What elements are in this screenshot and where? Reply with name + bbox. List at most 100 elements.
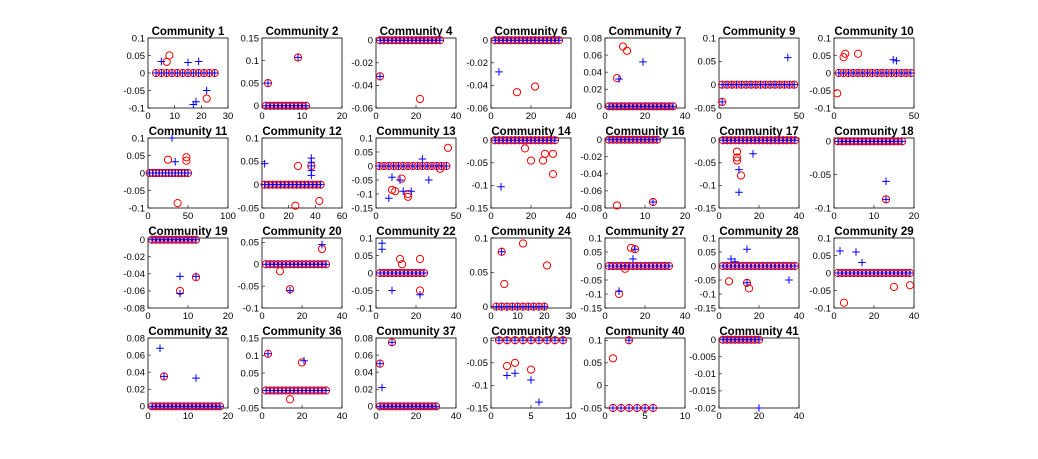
subplot-11: Community 140 20 400-0.05-0.1-0.15 [466,126,576,222]
y-tick-label: 0.05 [355,147,374,158]
y-tick-label: 0 [368,36,373,47]
y-tick-label: -0.05 [123,86,145,97]
red-circle-point [403,192,413,201]
blue-cross-point [540,302,549,311]
y-tick-label: 0.08 [584,33,603,44]
x-tick-label: 20 [223,311,234,322]
y-tick-label: 0 [254,260,259,271]
axes-frame [718,37,800,109]
red-circle-point [163,155,173,164]
blue-cross-point [407,187,415,195]
blue-cross-point [318,240,326,249]
x-tick-label: 20 [283,211,294,222]
y-tick-label: 0.1 [132,133,145,144]
blue-cross-point [906,269,914,277]
y-tick-label: -0.05 [694,158,716,169]
blue-cross-point [192,235,200,244]
y-tick-label: 0 [597,135,602,146]
subplot-title: Community 37 [376,326,455,338]
x-tick-label: 0 [831,111,836,122]
x-tick-label: 40 [451,411,462,422]
y-tick-label: -0.05 [123,186,145,197]
x-tick-label: 40 [451,311,462,322]
y-tick-label: -0.05 [580,403,602,414]
blue-cross-point [617,404,625,412]
blue-cross-point [216,402,224,411]
red-circle-point [732,147,742,156]
y-tick-label: -0.02 [351,58,373,69]
red-circle-point [736,171,746,180]
y-tick-label: -0.1 [472,381,488,392]
blue-cross-point [791,136,799,145]
blue-cross-point [378,245,386,253]
blue-cross-point [376,72,384,81]
red-circle-point [612,74,622,83]
y-tick-label: 0.05 [470,268,489,279]
y-tick-label: 0.02 [127,385,146,396]
y-tick-label: 0.1 [360,233,373,244]
subplot-15: Community 190 10 200-0.02-0.04-0.06-0.08 [123,226,233,322]
y-tick-label: 0 [140,68,145,79]
y-tick-label: -0.05 [694,275,716,286]
red-circle-point [520,144,530,153]
x-tick-label: 0 [488,411,493,422]
y-tick-label: -0.02 [123,252,145,263]
subplot-23: Community 360 20 400.150.10.050-0.05 [237,326,347,422]
y-tick-label: -0.1 [357,189,373,200]
blue-cross-point [264,349,272,358]
x-tick-label: 5 [642,411,647,422]
blue-cross-point [625,404,633,412]
subplot-title: Community 22 [376,226,455,238]
red-circle-point [526,156,536,165]
subplot-title: Community 9 [723,26,796,38]
x-tick-label: 10 [512,311,523,322]
blue-cross-point [892,56,901,65]
y-tick-label: 0 [368,402,373,413]
x-tick-label: 10 [869,211,880,222]
red-circle-point [608,354,618,363]
x-tick-label: 0 [488,111,493,122]
blue-cross-point [399,187,407,195]
blue-cross-point [653,135,661,144]
blue-cross-point [385,194,393,202]
blue-cross-point [790,80,798,89]
x-tick-label: 40 [909,311,920,322]
subplot-14: Community 180 10 200-0.05-0.1 [809,126,919,222]
subplot-17: Community 22 0 20 40 0.1 0.05 0 -0.05 -0.1 [351,226,461,322]
y-tick-label: 0 [368,268,373,279]
axes-frame [833,137,915,209]
red-circle-point [548,149,558,158]
x-tick-label: 50 [451,211,462,222]
x-tick-label: 20 [223,411,234,422]
red-circle-point [395,254,405,264]
blue-cross-point [495,68,503,76]
blue-cross-point [543,336,551,345]
blue-cross-point [784,53,792,62]
x-tick-label: 0 [716,211,721,222]
y-tick-label: -0.1 [129,103,145,114]
y-tick-label: 0 [254,180,259,191]
y-tick-label: -0.01 [694,369,716,380]
subplot-10: Community 13 0 50 0.1 0.05 0 -0.05 -0.1 -0.15 [351,126,461,222]
blue-cross-point [432,402,440,411]
x-tick-label: 30 [223,111,234,122]
subplot-title: Community 19 [148,226,227,238]
x-tick-label: 0 [145,211,150,222]
blue-cross-point [649,404,657,412]
y-tick-label: -0.15 [694,303,716,314]
axes-frame [261,337,343,409]
y-tick-label: 0.05 [584,358,603,369]
blue-cross-point [889,55,897,64]
y-tick-label: -0.1 [586,289,602,300]
y-tick-label: 0.1 [818,33,831,44]
red-circle-point [724,277,734,286]
x-tick-label: 20 [539,311,550,322]
blue-cross-point [302,101,310,110]
blue-cross-point [322,260,330,269]
y-tick-label: -0.05 [580,275,602,286]
blue-cross-point [160,372,168,381]
x-tick-label: 50 [794,111,805,122]
y-tick-label: -0.05 [466,158,488,169]
subplot-19: Community 27 0 20 40 0.1 0.05 0 -0.05 -0.1 -0.15 [580,226,690,322]
